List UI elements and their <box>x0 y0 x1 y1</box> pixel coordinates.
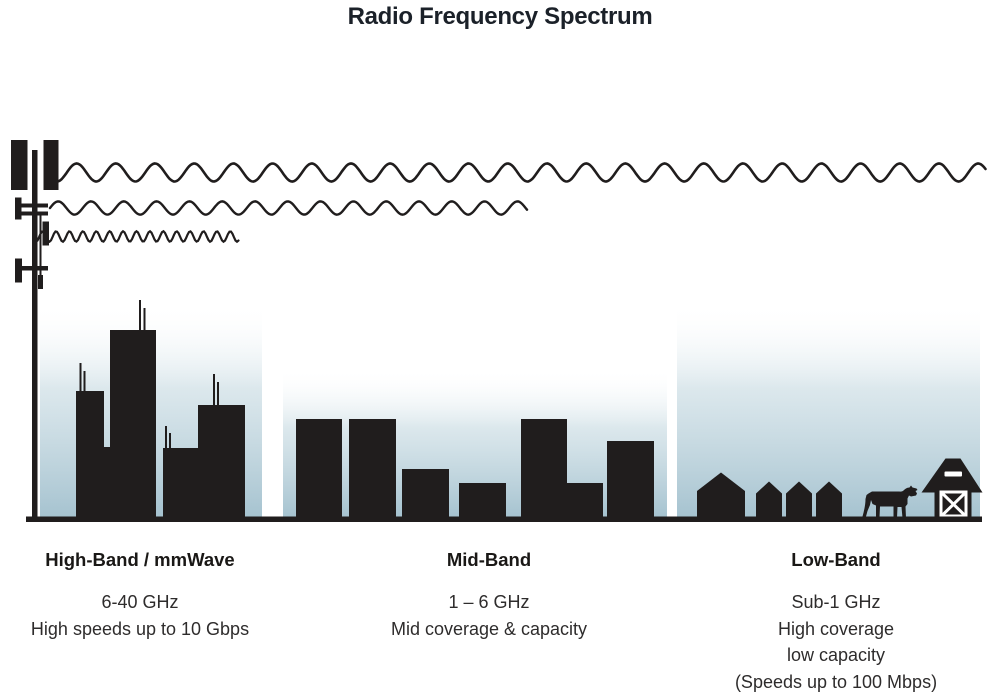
band-name: High-Band / mmWave <box>45 549 235 570</box>
band-frequency: 1 – 6 GHz <box>448 592 530 612</box>
band-description: High coverage <box>777 618 895 639</box>
band-description: Mid coverage & capacity <box>390 618 588 639</box>
band-name: Low-Band <box>791 549 881 570</box>
band-label-low: Low-Band Sub-1 GHz High coverage low cap… <box>686 549 986 695</box>
short-wave-high-band-icon <box>34 229 240 244</box>
band-description: (Speeds up to 100 Mbps) <box>734 671 938 692</box>
cell-tower-icon <box>11 140 59 517</box>
medium-wave-mid-band-icon <box>48 200 529 216</box>
band-frequency: Sub-1 GHz <box>791 592 881 612</box>
spectrum-illustration <box>11 140 987 522</box>
long-wave-low-band-icon <box>55 162 987 183</box>
ground-line <box>26 516 982 522</box>
band-description: High speeds up to 10 Gbps <box>30 618 250 639</box>
house-icon <box>816 481 842 517</box>
rural-farm <box>697 458 983 518</box>
house-icon <box>697 472 745 517</box>
page-title: Radio Frequency Spectrum <box>347 3 653 30</box>
band-description: low capacity <box>786 645 886 665</box>
band-frequency: 6-40 GHz <box>101 592 179 612</box>
barn-icon <box>921 458 983 518</box>
band-label-mid: Mid-Band 1 – 6 GHz Mid coverage & capaci… <box>339 549 639 642</box>
cow-icon <box>862 485 918 518</box>
radio-waves <box>34 162 987 244</box>
house-icon <box>786 481 812 517</box>
house-icon <box>756 481 782 517</box>
town-buildings <box>296 419 654 517</box>
city-skyline <box>76 300 245 517</box>
band-label-high: High-Band / mmWave 6-40 GHz High speeds … <box>0 549 290 642</box>
band-name: Mid-Band <box>446 549 532 570</box>
rooftop-antennas <box>79 300 219 449</box>
